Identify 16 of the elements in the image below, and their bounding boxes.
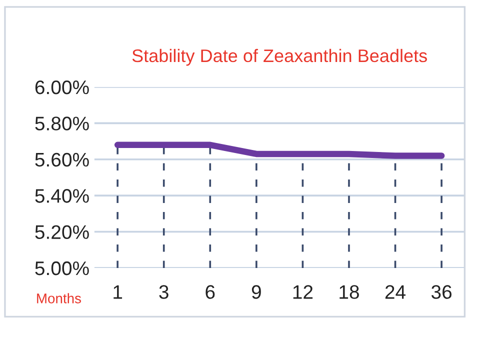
x-axis-title: Months bbox=[37, 293, 81, 304]
x-tick-label: 9 bbox=[252, 285, 261, 299]
x-tick-label: 6 bbox=[206, 285, 215, 299]
chart-title: Stability Date of Zeaxanthin Beadlets bbox=[132, 48, 427, 66]
x-tick-label: 3 bbox=[159, 285, 168, 299]
y-tick-label: 5.40% bbox=[35, 189, 89, 203]
y-tick-label: 5.60% bbox=[35, 152, 89, 167]
x-tick-label: 36 bbox=[431, 285, 452, 299]
x-tick-label: 12 bbox=[293, 285, 313, 299]
y-tick-label: 5.00% bbox=[35, 261, 89, 276]
x-tick-label: 1 bbox=[114, 285, 122, 299]
y-tick-label: 5.20% bbox=[35, 225, 89, 240]
y-tick-label: 5.80% bbox=[35, 116, 89, 130]
x-tick-label: 24 bbox=[385, 285, 406, 299]
y-tick-label: 6.00% bbox=[35, 80, 89, 94]
x-tick-label: 18 bbox=[340, 285, 359, 299]
